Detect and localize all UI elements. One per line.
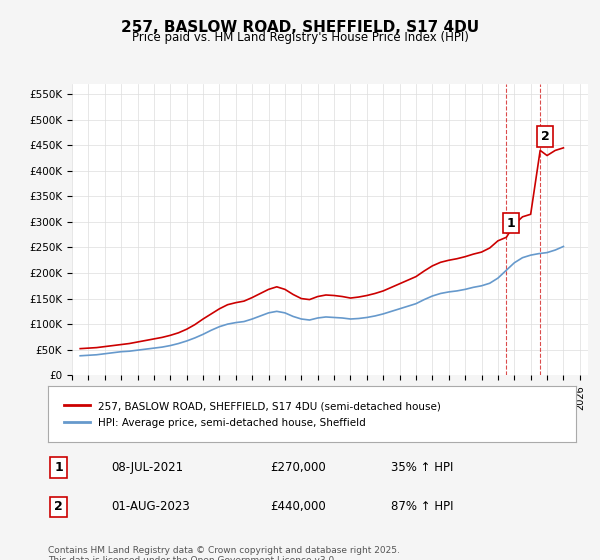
Legend: 257, BASLOW ROAD, SHEFFIELD, S17 4DU (semi-detached house), HPI: Average price, : 257, BASLOW ROAD, SHEFFIELD, S17 4DU (se…	[58, 396, 446, 433]
Text: 08-JUL-2021: 08-JUL-2021	[112, 461, 184, 474]
Text: 01-AUG-2023: 01-AUG-2023	[112, 500, 190, 514]
Text: 35% ↑ HPI: 35% ↑ HPI	[391, 461, 454, 474]
Text: £440,000: £440,000	[270, 500, 326, 514]
Text: Price paid vs. HM Land Registry's House Price Index (HPI): Price paid vs. HM Land Registry's House …	[131, 31, 469, 44]
Text: 2: 2	[541, 130, 550, 143]
Text: Contains HM Land Registry data © Crown copyright and database right 2025.
This d: Contains HM Land Registry data © Crown c…	[48, 546, 400, 560]
Text: 1: 1	[54, 461, 63, 474]
Text: £270,000: £270,000	[270, 461, 326, 474]
Text: 2: 2	[54, 500, 63, 514]
Text: 1: 1	[507, 217, 516, 230]
Text: 257, BASLOW ROAD, SHEFFIELD, S17 4DU: 257, BASLOW ROAD, SHEFFIELD, S17 4DU	[121, 20, 479, 35]
Text: 87% ↑ HPI: 87% ↑ HPI	[391, 500, 454, 514]
